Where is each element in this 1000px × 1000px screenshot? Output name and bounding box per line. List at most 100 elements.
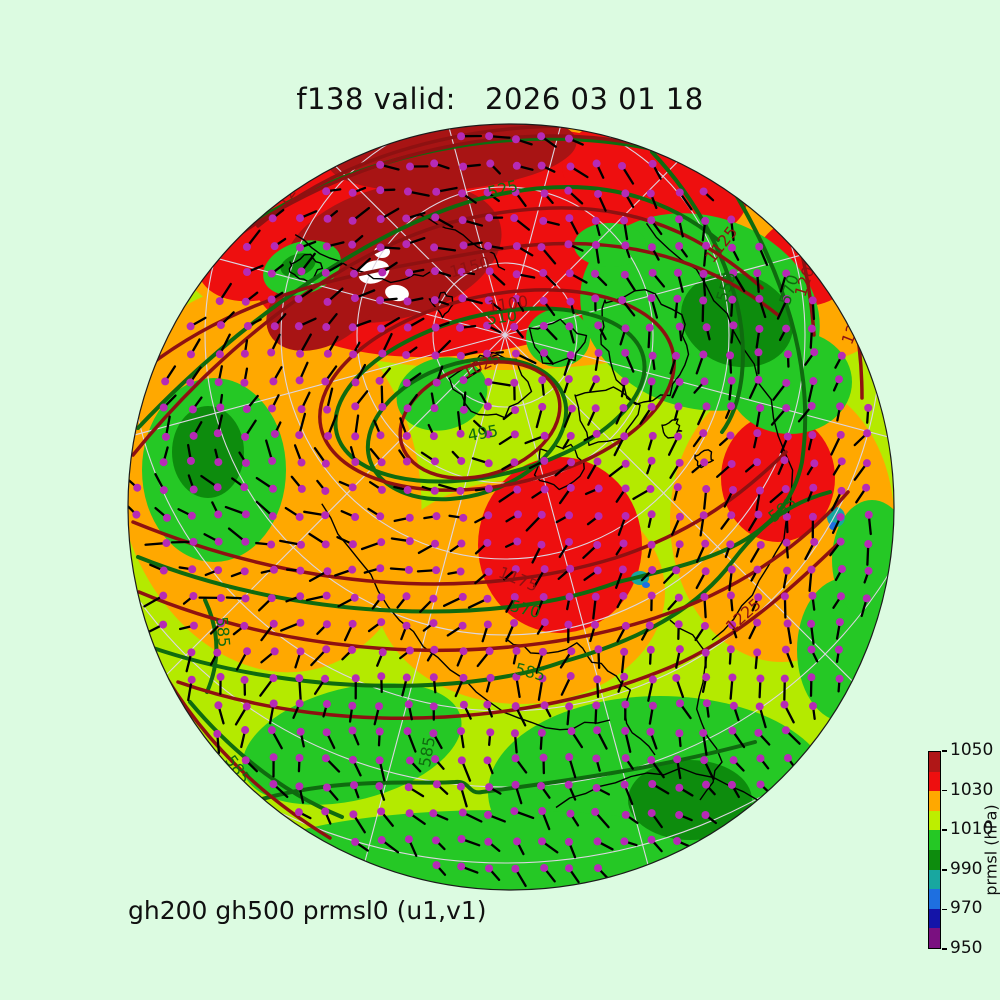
wind-barb [811, 302, 816, 321]
wind-obs-dot [648, 565, 657, 574]
wind-obs-dot [756, 674, 765, 683]
wind-obs-dot [349, 269, 358, 278]
wind-barb [211, 501, 219, 513]
wind-barb [571, 166, 589, 179]
wind-barb [632, 489, 650, 501]
wind-obs-dot [267, 295, 276, 304]
wind-barb [433, 734, 443, 750]
wind-barb [328, 188, 342, 193]
wind-obs-dot [729, 756, 738, 765]
wind-barb [615, 544, 624, 556]
wind-barb [541, 787, 551, 799]
wind-obs-dot [512, 270, 521, 279]
wind-obs-dot [675, 377, 684, 386]
wind-barb [807, 382, 814, 403]
wind-barb [515, 678, 521, 699]
wind-barb [542, 248, 557, 265]
wind-barb [356, 289, 376, 299]
wind-barb [485, 679, 491, 693]
wind-barb [837, 680, 841, 693]
wind-obs-dot [648, 159, 657, 168]
wind-obs-dot [240, 349, 249, 358]
wind-barb [677, 274, 684, 293]
wind-obs-dot [755, 702, 764, 711]
wind-obs-dot [753, 618, 762, 627]
wind-barb [516, 193, 527, 207]
wind-barb [624, 786, 634, 806]
wind-obs-dot [726, 645, 735, 654]
wind-barb [627, 815, 639, 825]
wind-barb [464, 368, 482, 380]
wind-obs-dot [837, 592, 846, 601]
wind-barb [489, 814, 506, 823]
wind-obs-dot [538, 807, 547, 816]
wind-barb [354, 186, 367, 193]
wind-barb [382, 207, 400, 219]
wind-barb [368, 481, 381, 490]
wind-obs-dot [699, 429, 708, 438]
wind-barb [427, 423, 434, 435]
wind-obs-dot [807, 565, 816, 574]
pressure-fill-region [680, 272, 794, 368]
wind-barb [438, 186, 458, 193]
wind-barb [308, 532, 325, 544]
wind-barb [322, 705, 328, 718]
wind-barb [706, 785, 716, 796]
wind-obs-dot [295, 674, 304, 683]
wind-barb [272, 731, 283, 750]
wind-obs-dot [510, 214, 519, 223]
wind-barb [292, 705, 300, 719]
wind-barb [769, 489, 785, 504]
wind-obs-dot [349, 350, 358, 359]
wind-obs-dot [594, 484, 603, 493]
wind-barb [396, 597, 406, 609]
wind-obs-dot [188, 565, 197, 574]
wind-obs-dot [402, 351, 411, 360]
wind-obs-dot [701, 810, 710, 819]
wind-obs-dot [807, 324, 816, 333]
wind-barb [293, 444, 302, 461]
wind-barb [808, 571, 813, 593]
wind-obs-dot [728, 620, 737, 629]
wind-barb [473, 419, 488, 434]
wind-barb [733, 274, 746, 293]
wind-obs-dot [621, 754, 630, 763]
wind-barb [537, 680, 544, 701]
wind-barb [531, 489, 544, 499]
wind-obs-dot [269, 377, 278, 386]
wind-obs-dot [567, 647, 576, 656]
wind-obs-dot [240, 483, 249, 492]
wind-barb [596, 681, 600, 699]
wind-obs-dot [377, 807, 386, 816]
wind-obs-dot [269, 674, 278, 683]
wind-obs-dot [377, 593, 386, 602]
wind-obs-dot [483, 810, 492, 819]
wind-barb [454, 679, 464, 698]
wind-obs-dot [564, 186, 573, 195]
wind-obs-dot [620, 377, 629, 386]
wind-barb [595, 222, 601, 237]
wind-barb [755, 409, 761, 427]
wind-barb [831, 518, 841, 534]
wind-obs-dot [213, 429, 222, 438]
wind-obs-dot [513, 510, 522, 519]
wind-barb [462, 866, 479, 874]
wind-barb [235, 652, 247, 671]
wind-barb [653, 784, 670, 795]
wind-barb [505, 598, 515, 613]
wind-obs-dot [511, 405, 520, 414]
wind-barb [232, 626, 244, 636]
wind-obs-dot [537, 132, 546, 141]
wind-obs-dot [647, 216, 656, 225]
wind-obs-dot [430, 486, 439, 495]
wind-barb [220, 333, 231, 353]
wind-barb [535, 653, 544, 674]
wind-barb [518, 273, 536, 279]
wind-barb [569, 191, 584, 205]
wind-obs-dot [484, 837, 493, 846]
wind-barb [518, 246, 534, 257]
wind-barb [703, 598, 707, 619]
wind-barb [647, 516, 653, 529]
wind-barb [650, 733, 658, 750]
wind-obs-dot [484, 377, 493, 386]
